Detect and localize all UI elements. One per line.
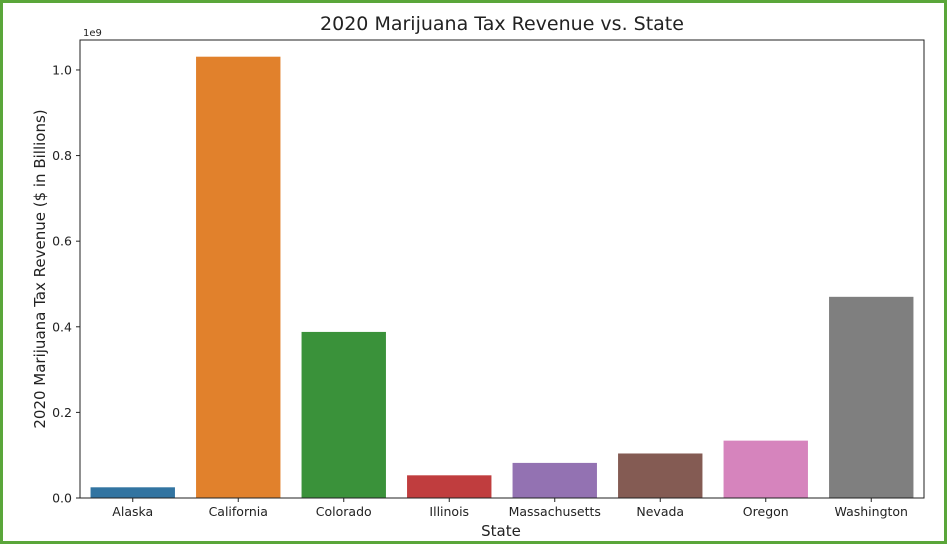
x-tick-label: Illinois [429, 504, 469, 519]
x-tick-label: Washington [835, 504, 908, 519]
y-tick-label: 0.2 [52, 405, 72, 420]
bar-alaska [90, 487, 175, 498]
x-axis-label: State [481, 522, 521, 540]
x-tick-label: Oregon [743, 504, 789, 519]
bar-chart: 2020 Marijuana Tax Revenue vs. State 1e9… [31, 13, 925, 540]
y-axis-label: 2020 Marijuana Tax Revenue ($ in Billion… [31, 109, 49, 428]
y-tick-label: 0.8 [52, 148, 72, 163]
y-tick-label: 0.4 [52, 319, 72, 334]
bar-massachusetts [512, 462, 597, 498]
y-tick-label: 1.0 [52, 62, 72, 77]
x-tick-label: Massachusetts [509, 504, 601, 519]
chart-title: 2020 Marijuana Tax Revenue vs. State [320, 13, 684, 35]
bar-california [196, 56, 281, 499]
bar-washington [829, 296, 914, 498]
bars-group [90, 56, 914, 499]
y-tick-label: 0.6 [52, 234, 72, 249]
x-axis-ticks: Alaska California Colorado Illinois Massachu… [112, 498, 908, 519]
bar-illinois [407, 475, 492, 498]
bar-nevada [618, 453, 703, 498]
plot-area-frame [79, 39, 925, 499]
bar-oregon [723, 440, 808, 498]
bar-colorado [301, 331, 386, 498]
x-tick-label: Colorado [316, 504, 372, 519]
y-tick-label: 0.0 [52, 491, 72, 506]
y-axis-ticks: 0.0 0.2 0.4 0.6 0.8 1.0 [52, 62, 80, 506]
x-tick-label: California [209, 504, 268, 519]
y-axis-offset-label: 1e9 [83, 28, 102, 39]
x-tick-label: Alaska [112, 504, 153, 519]
x-tick-label: Nevada [636, 504, 684, 519]
